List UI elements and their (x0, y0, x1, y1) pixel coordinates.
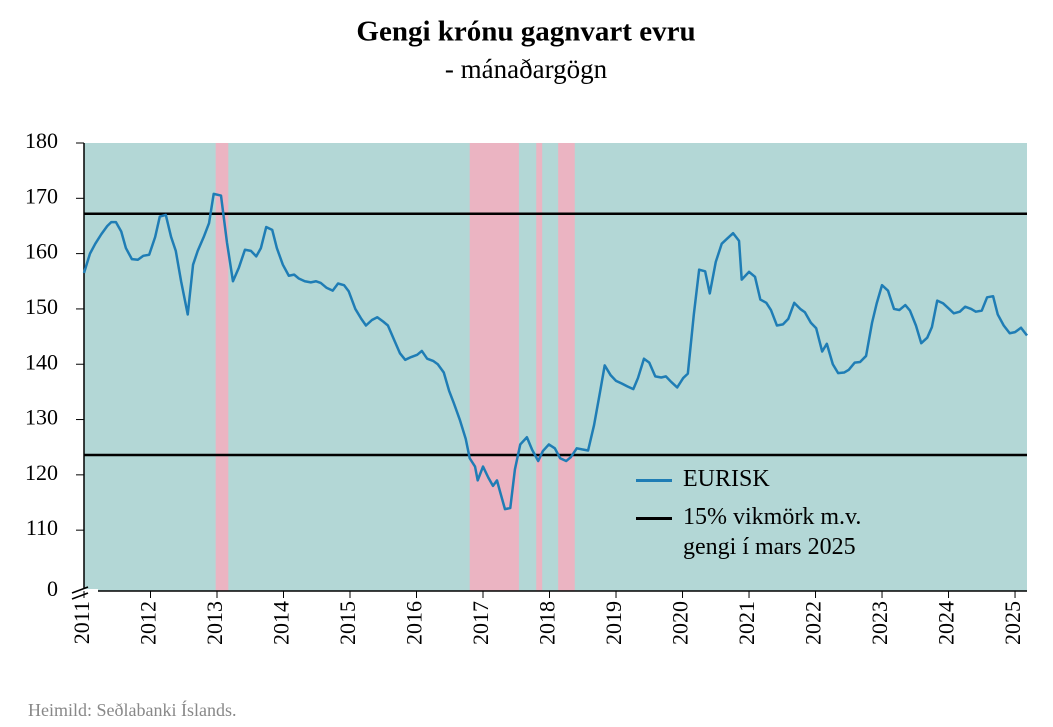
legend-swatch (636, 479, 672, 482)
axis-break (71, 586, 89, 594)
y-tick-label: 140 (25, 349, 58, 374)
x-tick-label: 2011 (69, 601, 94, 644)
x-tick-label: 2014 (269, 601, 294, 645)
x-tick-label: 2016 (402, 601, 427, 645)
y-tick-label: 110 (26, 515, 58, 540)
line-series (82, 192, 1028, 511)
x-tick-label: 2021 (734, 601, 759, 645)
x-tick-label: 2017 (468, 601, 493, 645)
legend-entry: 15% vikmörk m.v. gengi í mars 2025 (636, 502, 861, 562)
source: Heimild: Seðlabanki Íslands. (28, 699, 236, 720)
x-tick-label: 2025 (1000, 601, 1025, 645)
x-tick-label: 2015 (335, 601, 360, 645)
legend-swatch (636, 517, 672, 520)
axis-break (71, 592, 89, 600)
y-tick-label: 160 (25, 239, 58, 264)
x-tick-label: 2012 (136, 601, 161, 645)
x-tick-label: 2020 (668, 601, 693, 645)
shaded-period (536, 143, 543, 591)
y-tick-label: 0 (47, 576, 58, 601)
y-tick-label: 130 (25, 405, 58, 430)
y-tick-label: 120 (25, 460, 58, 485)
y-tick-label: 150 (25, 294, 58, 319)
shaded-period (469, 143, 519, 591)
legend-entry: EURISK (636, 464, 861, 494)
plot-background (84, 143, 1027, 591)
y-tick-label: 180 (25, 128, 58, 153)
legend: EURISK 15% vikmörk m.v. gengi í mars 2025 (636, 464, 861, 570)
legend-label: 15% vikmörk m.v. gengi í mars 2025 (683, 504, 862, 560)
chart-subtitle: - mánaðargögn (445, 54, 608, 84)
shaded-period (215, 143, 229, 591)
x-tick-label: 2018 (535, 601, 560, 645)
x-tick-label: 2019 (601, 601, 626, 645)
shaded-period (558, 143, 575, 591)
y-tick-label: 170 (25, 183, 58, 208)
legend-label: EURISK (683, 466, 770, 492)
x-tick-label: 2013 (202, 601, 227, 645)
x-tick-label: 2024 (934, 601, 959, 645)
x-tick-label: 2023 (867, 601, 892, 645)
chart-title: Gengi krónu gagnvart evru (356, 16, 695, 48)
x-tick-label: 2022 (801, 601, 826, 645)
